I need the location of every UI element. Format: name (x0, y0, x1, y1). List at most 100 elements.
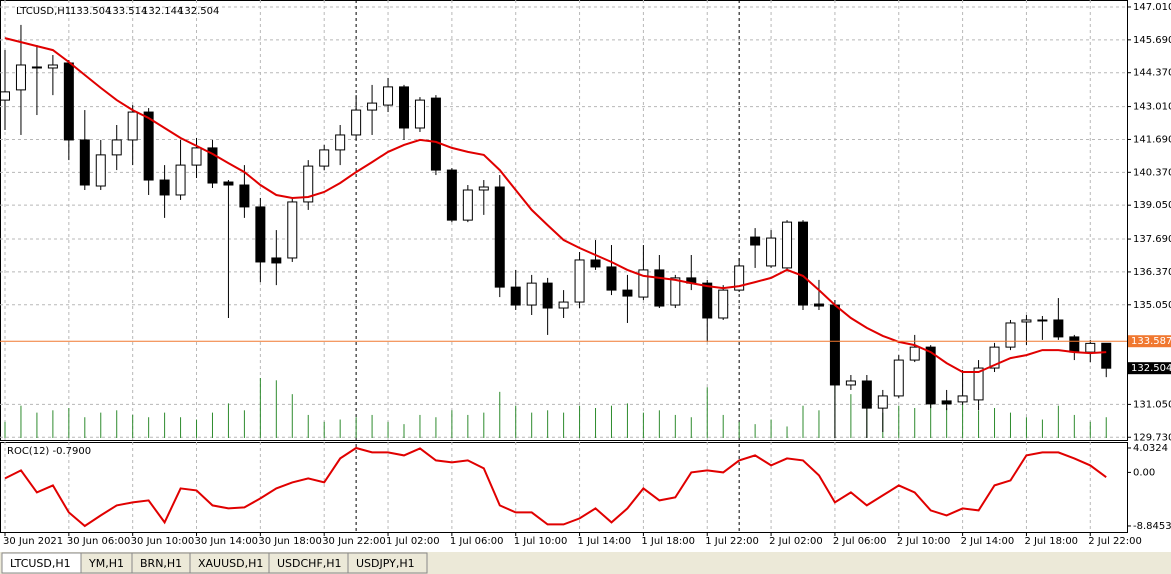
last-close: 132.504 (178, 6, 219, 17)
candle-body (1005, 322, 1016, 348)
tab[interactable]: LTCUSD,H1 (1, 552, 82, 574)
candle-body (430, 97, 441, 171)
candle-body (1069, 336, 1080, 353)
candle-body (718, 289, 729, 319)
x-tick-label: 2 Jul 14:00 (961, 536, 1015, 547)
x-tick-label: 1 Jul 10:00 (514, 536, 568, 547)
candle-body (15, 64, 26, 91)
candle-body (191, 147, 202, 166)
chart-title: LTCUSD,H1 (16, 6, 71, 17)
x-tick-label: 30 Jun 18:00 (258, 536, 322, 547)
candle-body (143, 111, 154, 181)
candle-body (1053, 319, 1064, 338)
x-tick-label: 1 Jul 22:00 (705, 536, 759, 547)
candle-body (989, 346, 1000, 369)
candle-body (79, 139, 90, 186)
y-tick-label: 144.370 (1133, 68, 1171, 79)
bid-label-box (1128, 362, 1171, 375)
candle-body (367, 102, 378, 111)
candle-body (925, 346, 936, 405)
x-tick-label: 2 Jul 02:00 (769, 536, 823, 547)
chart-header: LTCUSD,H1 133.504 133.514 132.144 132.50… (16, 6, 219, 17)
tab-label: YM,H1 (88, 557, 124, 570)
last-low: 132.144 (142, 6, 183, 17)
candle-body (861, 380, 872, 409)
candle-body (638, 269, 649, 298)
candle-body (590, 259, 601, 268)
candle-body (111, 139, 122, 156)
x-tick-label: 1 Jul 18:00 (641, 536, 695, 547)
candle-body (734, 265, 745, 291)
candle-body (670, 277, 681, 306)
candle-body (383, 86, 394, 106)
x-tick-label: 1 Jul 14:00 (578, 536, 632, 547)
tab-label: LTCUSD,H1 (10, 557, 71, 570)
candle-body (127, 111, 138, 141)
candle-body (526, 282, 537, 306)
y-tick-label: 145.690 (1133, 35, 1171, 46)
candle-body (766, 237, 777, 267)
candle-body (1021, 319, 1032, 323)
x-tick-label: 2 Jul 10:00 (897, 536, 951, 547)
y-tick-label: 140.370 (1133, 167, 1171, 178)
candle-body (813, 303, 824, 307)
candle-body (207, 147, 218, 184)
candle-body (351, 109, 362, 136)
x-tick-label: 30 Jun 10:00 (131, 536, 195, 547)
tab[interactable]: USDJPY,H1 (347, 552, 428, 574)
candle-body (287, 201, 298, 259)
x-tick-label: 30 Jun 06:00 (67, 536, 131, 547)
y-tick-label: 135.050 (1133, 300, 1171, 311)
x-tick-label: 30 Jun 14:00 (195, 536, 259, 547)
candle-body (877, 395, 888, 409)
tab-label: USDCHF,H1 (277, 557, 342, 570)
x-tick-label: 1 Jul 02:00 (386, 536, 440, 547)
x-tick-label: 30 Jun 2021 (3, 536, 63, 547)
candle-body (973, 367, 984, 401)
candle-body (574, 259, 585, 303)
candle-body (47, 64, 58, 69)
candle-body (957, 395, 968, 403)
tab[interactable]: YM,H1 (80, 552, 133, 574)
candle-body (510, 286, 521, 306)
tab[interactable]: USDCHF,H1 (268, 552, 349, 574)
candle-body (255, 206, 266, 263)
tab-label: XAUUSD,H1 (198, 557, 263, 570)
x-tick-label: 30 Jun 22:00 (322, 536, 386, 547)
roc-title: ROC(12) -0.7900 (7, 446, 91, 457)
candle-body (750, 236, 761, 246)
candle-body (1101, 342, 1112, 369)
y-tick-label: 0.00 (1133, 467, 1155, 478)
x-tick-label: 2 Jul 18:00 (1024, 536, 1078, 547)
candle-body (654, 269, 665, 307)
last-open: 133.504 (70, 6, 111, 17)
candle-body (335, 134, 346, 151)
candle-body (399, 86, 409, 129)
candle-body (798, 221, 808, 306)
candle-body (909, 346, 920, 361)
candle-body (478, 186, 489, 191)
price-line-label: 133.587 (1131, 336, 1171, 347)
candle-body (606, 266, 617, 291)
candle-body (1085, 342, 1096, 353)
tab-bg (347, 552, 428, 574)
tab-label: USDJPY,H1 (356, 557, 415, 570)
roc-pane (0, 442, 1128, 533)
candle-body (446, 169, 457, 221)
tab[interactable]: XAUUSD,H1 (189, 552, 270, 574)
candle-body (494, 186, 505, 288)
y-tick-label: 131.050 (1133, 399, 1171, 410)
candle-body (1037, 319, 1048, 322)
main-pane (0, 0, 1128, 441)
y-tick-label: 139.050 (1133, 200, 1171, 211)
last-high: 133.514 (106, 6, 147, 17)
tab[interactable]: BRN,H1 (131, 552, 191, 574)
y-tick-label: -8.8453 (1133, 521, 1171, 532)
candle-body (303, 165, 314, 203)
candle-body (175, 164, 186, 196)
moving-average (4, 37, 1107, 373)
candle-body (31, 66, 42, 69)
roc-line (4, 446, 1107, 528)
